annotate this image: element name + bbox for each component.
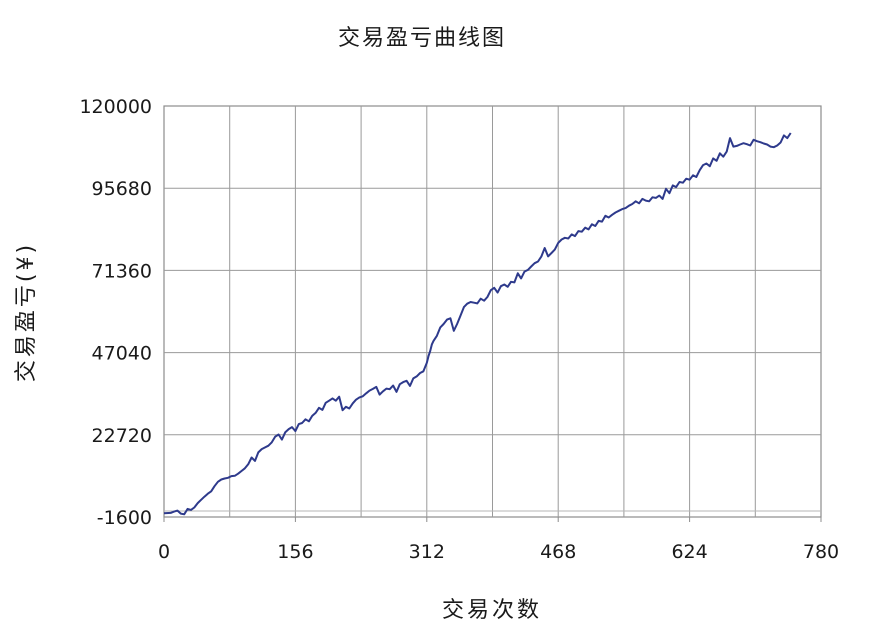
tick-labels: 0 156 312 468 624 780 -1600 22720 47040 71360 9568…	[79, 96, 839, 563]
x-axis-title: 交易次数	[442, 598, 542, 623]
y-tick-label: 22720	[92, 425, 152, 447]
gridlines	[164, 106, 821, 517]
x-tick-label: 468	[540, 541, 576, 563]
y-tick-label: 95680	[92, 178, 152, 200]
x-tick-label: 156	[277, 541, 313, 563]
profit-line	[163, 132, 792, 516]
x-tick-label: 0	[158, 541, 170, 563]
x-tick-label: 624	[671, 541, 707, 563]
y-tick-label: 71360	[92, 260, 152, 282]
x-tick-label: 780	[803, 541, 839, 563]
y-axis-title: 交易盈亏(¥)	[14, 242, 39, 382]
y-tick-label: -1600	[97, 507, 152, 529]
y-tick-label: 47040	[92, 343, 152, 365]
chart-title: 交易盈亏曲线图	[338, 26, 506, 51]
x-tick-label: 312	[409, 541, 445, 563]
y-tick-label: 120000	[79, 96, 152, 118]
